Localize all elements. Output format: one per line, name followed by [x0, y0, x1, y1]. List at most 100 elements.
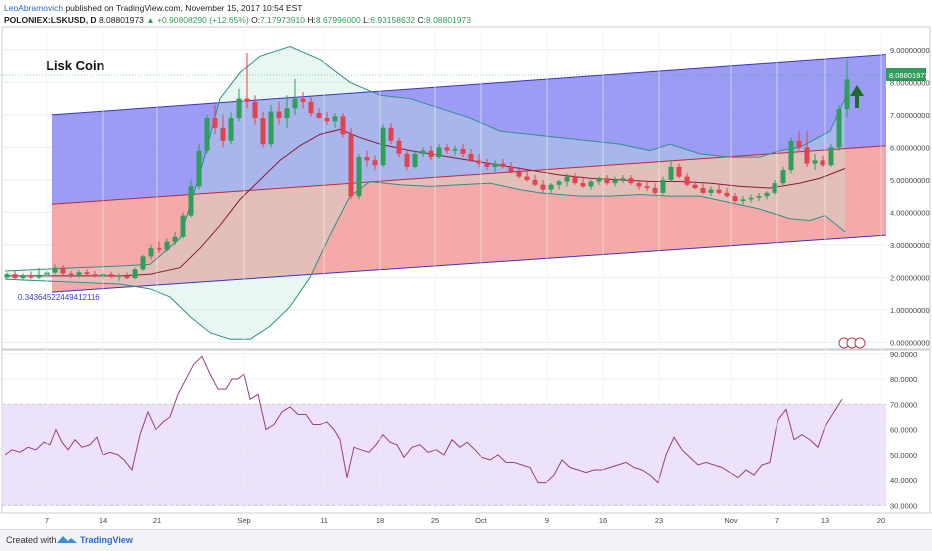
time-tick-label: 9 [545, 516, 549, 525]
candle-body [372, 160, 378, 166]
bollinger-upper-line [4, 45, 846, 272]
candle-body [388, 127, 394, 141]
time-tick-label: 7 [775, 516, 779, 525]
candle-body [564, 176, 570, 182]
candle-body [340, 116, 346, 135]
time-tick-label: Sep [237, 516, 250, 525]
candle-body [476, 160, 482, 164]
price-tick-label: 6.00000000 [890, 143, 930, 152]
candle-body [708, 189, 714, 193]
rsi-tick-label: 60.0000 [890, 426, 917, 435]
price-tick-label: 0.00000000 [890, 338, 930, 347]
channel-upper-fill [52, 54, 886, 205]
candle-body [236, 98, 242, 119]
candle-body [36, 274, 42, 278]
candle-body [724, 192, 730, 197]
time-axis[interactable]: 7 14 21 Sep 11 18 25 Oct 9 16 23 Nov 7 13 20 [45, 27, 885, 525]
price-axis[interactable]: 9.00000000 8.00000000 7.00000000 6.00000000… [890, 46, 930, 348]
candle-body [20, 275, 26, 279]
candle-body [508, 166, 514, 172]
candle-body [532, 179, 538, 185]
price-change: ▲ +0.90808290 (+12.65%) [146, 15, 249, 25]
candle-body [364, 157, 370, 161]
candle-body [316, 113, 322, 119]
candle-body [596, 178, 602, 182]
rsi-tick-label: 40.0000 [890, 476, 917, 485]
time-tick-label: 20 [877, 516, 885, 525]
candle-body [332, 116, 338, 122]
calendar-flag-icon[interactable] [838, 337, 866, 349]
candle-body [124, 275, 130, 279]
candle-body [828, 147, 834, 166]
rsi-axis[interactable]: 90.0000 80.0000 70.0000 60.0000 50.0000 40.00… [890, 350, 917, 511]
candle-body [28, 275, 34, 278]
candle-body [452, 148, 458, 151]
candle-body [732, 196, 738, 202]
candle-body [52, 267, 58, 273]
candle-body [276, 111, 282, 119]
candle-body [660, 179, 666, 193]
moving-average-line [5, 128, 846, 277]
candle-body [612, 179, 618, 184]
chart-canvas[interactable]: Lisk Coin 0.34364522449412116 8.08801973… [0, 0, 932, 529]
close-value: 8.08801973 [426, 15, 471, 25]
candle-body [300, 98, 306, 102]
rsi-tick-label: 30.0000 [890, 501, 917, 510]
time-tick-label: 23 [655, 516, 663, 525]
candle-body [652, 188, 658, 193]
ohlc-line: POLONIEX:LSKUSD, D 8.08801973 ▲ +0.90808… [4, 14, 924, 26]
time-tick-label: Oct [475, 516, 488, 525]
candle-body [772, 183, 778, 193]
candle-body [220, 127, 226, 141]
price-tick-label: 7.00000000 [890, 111, 930, 120]
low-label: L: [363, 15, 371, 25]
time-tick-label: 7 [45, 516, 49, 525]
candle-body [4, 274, 10, 278]
candle-body [692, 184, 698, 188]
candle-body [76, 272, 82, 275]
candle-body [468, 153, 474, 161]
candle-body [68, 273, 74, 275]
candle-body [556, 181, 562, 185]
candle-body [700, 188, 706, 193]
candle-body [92, 274, 98, 277]
candle-body [684, 176, 690, 185]
candle-body [444, 147, 450, 151]
high-value: 8.67996000 [315, 15, 361, 25]
candle-body [588, 181, 594, 187]
rsi-tick-label: 90.0000 [890, 350, 917, 359]
candle-body [780, 170, 786, 184]
candle-body [412, 153, 418, 167]
candle-body [60, 267, 66, 274]
candle-body [644, 186, 650, 188]
channel-lower-fill [52, 145, 886, 293]
candle-body [204, 118, 210, 151]
time-tick-label: 21 [153, 516, 161, 525]
author-link[interactable]: LeoAbramovich [4, 3, 64, 13]
candle-body [628, 178, 634, 184]
candle-body [172, 236, 178, 242]
candle-body [516, 171, 522, 177]
open-value: 7.17973910 [260, 15, 305, 25]
candle-body [132, 269, 138, 279]
price-pane[interactable] [1, 26, 931, 350]
price-tick-label: 2.00000000 [890, 273, 930, 282]
time-tick-label: 18 [376, 516, 384, 525]
candle-body [484, 163, 490, 167]
candle-body [268, 111, 274, 145]
tradingview-brand[interactable]: TradingView [80, 535, 133, 545]
candle-body [140, 256, 146, 270]
rsi-tick-label: 70.0000 [890, 400, 917, 409]
candle-body [676, 166, 682, 177]
candle-body [844, 79, 850, 109]
time-tick-label: 16 [599, 516, 607, 525]
candle-body [428, 150, 434, 158]
candle-body [12, 274, 18, 279]
price-tick-label: 5.00000000 [890, 176, 930, 185]
candle-body [636, 183, 642, 187]
candle-body [756, 196, 762, 198]
price-tick-label: 9.00000000 [890, 46, 930, 55]
tradingview-logo-icon[interactable] [56, 534, 78, 546]
rsi-tick-label: 80.0000 [890, 375, 917, 384]
candle-body [668, 166, 674, 180]
